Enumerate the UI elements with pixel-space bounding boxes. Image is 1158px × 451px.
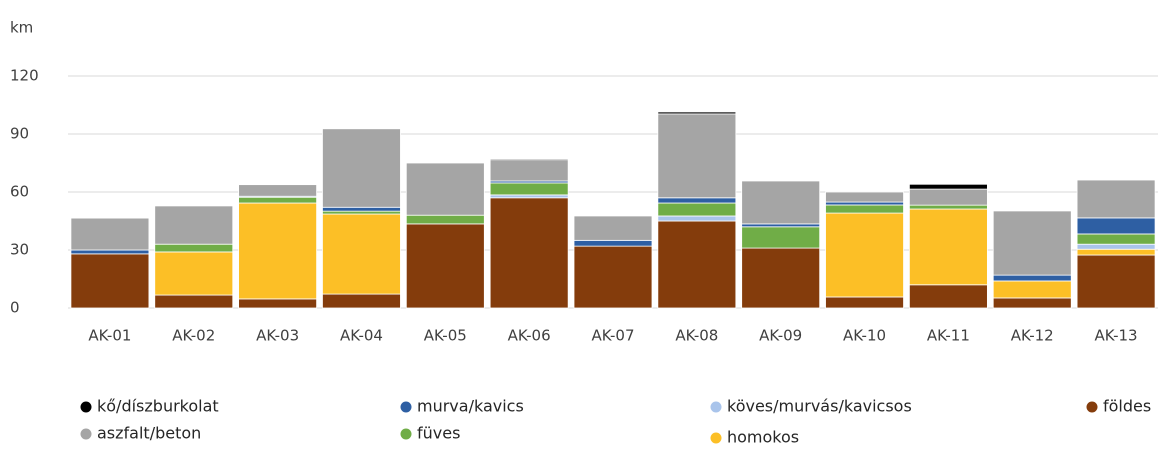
- y-tick-label: 90: [10, 125, 29, 143]
- bar-segment: [405, 162, 485, 216]
- bar-segment: [992, 280, 1072, 299]
- y-tick-label: 120: [10, 67, 39, 85]
- legend-label: köves/murvás/kavicsos: [727, 397, 912, 416]
- bar-segment: [992, 210, 1072, 276]
- bar-segment: [573, 245, 653, 309]
- bar-segment: [154, 294, 234, 309]
- legend-label: aszfalt/beton: [97, 424, 201, 443]
- bar-segment: [489, 197, 569, 309]
- legend-marker: [80, 401, 92, 413]
- bar-segment: [405, 223, 485, 309]
- bar-segment: [908, 183, 988, 190]
- bar-segment: [489, 159, 569, 182]
- bar-segment: [238, 202, 318, 300]
- bar-segment: [1076, 254, 1156, 309]
- bar-segment: [1076, 243, 1156, 250]
- bar-segment: [992, 297, 1072, 309]
- bar-segment: [657, 220, 737, 309]
- x-tick-label: AK-05: [424, 327, 467, 345]
- bar-segment: [657, 202, 737, 217]
- bar-segment: [1076, 217, 1156, 235]
- x-tick-label: AK-02: [172, 327, 215, 345]
- bar-segment: [1076, 248, 1156, 256]
- legend-marker: [80, 428, 92, 440]
- bar-segment: [825, 204, 904, 214]
- y-tick-label: 30: [10, 241, 29, 259]
- bar-segment: [825, 212, 904, 298]
- x-tick-label: AK-08: [675, 327, 718, 345]
- bar-segment: [322, 206, 401, 212]
- legend-label: kő/díszburkolat: [97, 397, 219, 416]
- bar-segment: [70, 249, 150, 255]
- bar-segment: [154, 205, 234, 245]
- x-tick-label: AK-10: [843, 327, 886, 345]
- bar-segment: [657, 111, 737, 115]
- bar-segment: [908, 204, 988, 210]
- bar-segment: [908, 208, 988, 286]
- legend-marker: [710, 432, 722, 444]
- bar-segment: [825, 191, 904, 203]
- bar-segment: [238, 196, 318, 204]
- bar-segment: [657, 215, 737, 222]
- x-tick-label: AK-11: [927, 327, 970, 345]
- y-tick-label: 60: [10, 183, 29, 201]
- legend-marker: [1086, 401, 1098, 413]
- bar-segment: [322, 293, 401, 309]
- bar-segment: [489, 158, 569, 161]
- legend-marker: [400, 428, 412, 440]
- x-tick-label: AK-04: [340, 327, 383, 345]
- y-tick-label: 0: [10, 299, 20, 317]
- bar-segment: [154, 251, 234, 296]
- bar-segment: [825, 201, 904, 206]
- bar-segment: [908, 284, 988, 309]
- bar-segment: [825, 296, 904, 309]
- bar-segment: [741, 223, 821, 228]
- bar-segment: [70, 217, 150, 251]
- bar-segment: [741, 226, 821, 249]
- bar-segment: [489, 182, 569, 196]
- x-tick-label: AK-01: [88, 327, 131, 345]
- bar-segment: [322, 213, 401, 295]
- bar-segment: [741, 247, 821, 309]
- legend-marker: [400, 401, 412, 413]
- bar-segment: [1076, 233, 1156, 245]
- bar-segment: [573, 215, 653, 241]
- x-tick-label: AK-12: [1011, 327, 1054, 345]
- bar-segment: [573, 239, 653, 247]
- bar-segment: [322, 128, 401, 208]
- bar-segment: [657, 113, 737, 199]
- legend-label: homokos: [727, 428, 799, 447]
- legend-label: murva/kavics: [417, 397, 524, 416]
- x-tick-label: AK-07: [591, 327, 634, 345]
- bar-segment: [405, 214, 485, 225]
- y-axis-unit: km: [10, 19, 33, 37]
- bar-segment: [489, 194, 569, 199]
- x-tick-label: AK-06: [508, 327, 551, 345]
- legend-marker: [710, 401, 722, 413]
- x-tick-label: AK-13: [1095, 327, 1138, 345]
- x-tick-label: AK-03: [256, 327, 299, 345]
- bar-segment: [70, 253, 150, 309]
- bar-segment: [741, 180, 821, 225]
- bar-segment: [238, 184, 318, 197]
- bar-segment: [154, 243, 234, 253]
- bar-segment: [992, 274, 1072, 282]
- bar-segment: [908, 188, 988, 206]
- legend-label: füves: [417, 424, 460, 443]
- bar-segment: [1076, 179, 1156, 219]
- bar-segment: [657, 197, 737, 204]
- x-tick-label: AK-09: [759, 327, 802, 345]
- bar-segment: [322, 210, 401, 215]
- bar-segment: [238, 298, 318, 309]
- legend-label: földes: [1103, 397, 1151, 416]
